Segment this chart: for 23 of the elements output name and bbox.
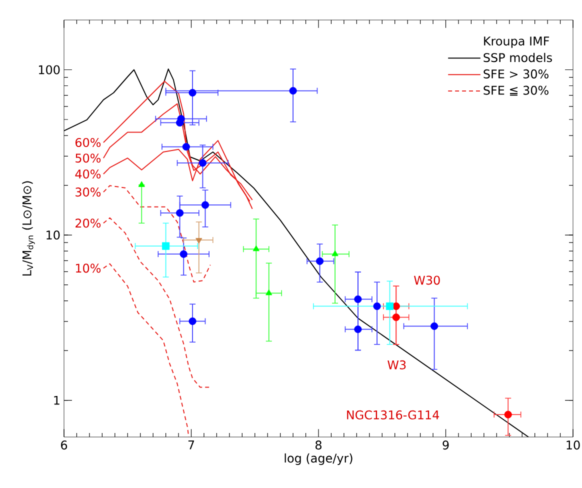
annotation: W3 (388, 360, 406, 370)
annotation: 30% (76, 188, 101, 197)
y-axis-title: L$_{V}$/M$_{dyn}$ (L⊙/M⊙) (22, 181, 35, 276)
legend-label: SFE ≦ 30% (484, 86, 548, 96)
x-tick-label: 9 (442, 440, 449, 450)
annotation: 10% (76, 264, 101, 273)
y-tick-label: 100 (38, 65, 60, 74)
x-axis-title: log (age/yr) (284, 453, 352, 465)
x-tick-label: 10 (566, 440, 580, 450)
x-tick-label: 8 (316, 440, 322, 450)
annotation: NGC1316-G114 (347, 410, 440, 420)
annotation: 50% (76, 154, 101, 163)
y-tick-label: 1 (54, 396, 60, 405)
legend-label: SSP models (484, 52, 552, 62)
annotation: 60% (76, 138, 101, 148)
x-tick-label: 6 (61, 440, 68, 450)
legend-label: SFE > 30% (484, 69, 548, 78)
y-tick-label: 10 (46, 230, 60, 240)
legend-title: Kroupa IMF (484, 36, 550, 48)
annotation: 20% (76, 218, 101, 228)
x-tick-label: 7 (188, 440, 194, 450)
annotation: W30 (414, 276, 440, 285)
annotation: 40% (75, 169, 101, 179)
